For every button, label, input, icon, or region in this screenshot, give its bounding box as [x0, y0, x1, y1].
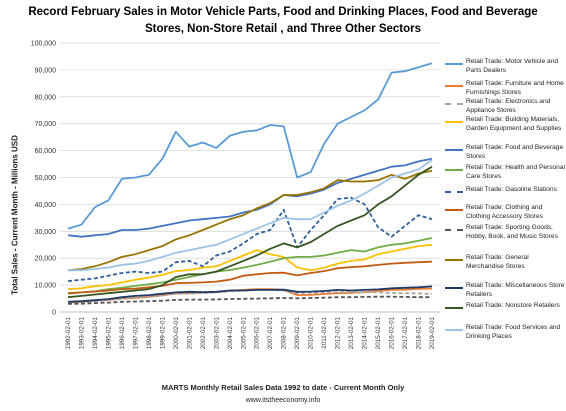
series-line — [67, 295, 432, 305]
x-tick-label: 1993-02-01 — [78, 317, 85, 350]
chart-title-line-1: Record February Sales in Motor Vehicle P… — [28, 6, 538, 18]
series-line — [67, 243, 433, 290]
series-lines — [67, 62, 433, 305]
x-tick-label: 2018-02-01 — [416, 317, 423, 350]
series-line — [68, 159, 433, 272]
y-tick-label: 90,000 — [35, 67, 57, 74]
legend-swatch — [445, 287, 463, 289]
legend-label: Retail Trade: Nonstore Retailers — [466, 302, 560, 309]
legend-swatch — [445, 191, 463, 193]
legend-swatch — [445, 63, 463, 65]
legend-label: Retail Trade: General Merchandise Stores — [466, 254, 529, 270]
legend-label: Retail Trade: Miscellaneous Store Retail… — [466, 282, 565, 298]
legend-swatch — [445, 149, 463, 151]
series-line — [67, 62, 433, 230]
legend-label: Retail Trade: Furniture and Home Furnish… — [466, 80, 564, 96]
series-line — [67, 169, 433, 272]
legend-label: Retail Trade: Building Materials, Garden… — [466, 116, 562, 132]
legend-label: Retail Trade: Motor Vehicle and Parts De… — [466, 58, 558, 74]
chart-title-line-2: Stores, Non-Store Retail , and Three Oth… — [144, 23, 422, 35]
y-axis-tick-labels: 0 10,000 20,000 30,000 40,000 50,000 60,000 70,… — [31, 41, 56, 317]
y-tick-label: 10,000 — [35, 283, 57, 290]
legend-swatch — [445, 329, 463, 331]
legend-label: Retail Trade: Food and Beverage Stores — [466, 144, 564, 160]
x-tick-label: 2008-02-01 — [281, 317, 288, 350]
legend-label: Retail Trade: Health and Personal Care S… — [466, 164, 565, 180]
y-tick-label: 0 — [52, 310, 56, 317]
x-tick-label: 1997-02-01 — [132, 317, 139, 350]
x-tick-label: 2004-02-01 — [227, 317, 234, 350]
footer-source-note: MARTS Monthly Retail Sales Data 1992 to … — [161, 383, 405, 392]
y-tick-label: 60,000 — [35, 148, 57, 155]
x-axis-tick-labels: 1992-02-01 1993-02-01 1994-02-01 1995-02-01… — [65, 317, 436, 350]
x-tick-label: 2007-02-01 — [267, 317, 274, 350]
x-tick-label: 2012-02-01 — [335, 317, 342, 350]
x-tick-label: 2013-02-01 — [348, 317, 355, 350]
footer-website: www.itstheeconomy.info — [245, 397, 321, 404]
series-line — [67, 196, 433, 282]
x-tick-label: 2009-02-01 — [294, 317, 301, 350]
x-tick-label: 2001-02-01 — [186, 317, 193, 350]
x-tick-label: 2010-02-01 — [308, 317, 315, 350]
series-line — [67, 285, 433, 303]
x-tick-label: 2016-02-01 — [389, 317, 396, 350]
x-tick-label: 1992-02-01 — [65, 317, 72, 350]
legend-swatch — [445, 229, 463, 231]
series-line — [67, 260, 433, 295]
x-tick-label: 1995-02-01 — [105, 317, 112, 350]
x-tick-label: 1994-02-01 — [92, 317, 99, 350]
x-tick-label: 2000-02-01 — [173, 317, 180, 350]
legend-label: Retail Trade: Gasoline Stations — [466, 186, 557, 193]
legend-swatch — [445, 85, 463, 87]
x-tick-label: 2019-02-01 — [429, 317, 436, 350]
legend-label: Retail Trade: Electronics and Appliance … — [466, 98, 551, 114]
series-line — [67, 237, 433, 295]
y-tick-label: 100,000 — [31, 41, 56, 48]
y-axis-label: Total Sales - Current Month - Millions U… — [10, 135, 20, 295]
legend-swatch — [445, 259, 463, 261]
legend-swatch — [445, 103, 463, 105]
y-tick-label: 40,000 — [35, 202, 57, 209]
x-tick-label: 2002-02-01 — [200, 317, 207, 350]
legend-swatch — [445, 307, 463, 309]
chart-title: Record February Sales in Motor Vehicle P… — [0, 4, 566, 38]
gridlines — [60, 42, 440, 313]
x-tick-label: 2006-02-01 — [254, 317, 261, 350]
x-tick-label: 1999-02-01 — [159, 317, 166, 350]
series-line — [67, 165, 433, 299]
y-tick-label: 20,000 — [35, 256, 57, 263]
legend-label: Retail Trade: Clothing and Clothing Acce… — [466, 204, 543, 220]
x-tick-label: 2005-02-01 — [240, 317, 247, 350]
x-tick-label: 1996-02-01 — [119, 317, 126, 350]
y-tick-label: 80,000 — [35, 94, 57, 101]
x-tick-label: 1998-02-01 — [146, 317, 153, 350]
x-tick-label: 2003-02-01 — [213, 317, 220, 350]
x-tick-label: 2014-02-01 — [362, 317, 369, 350]
x-tick-label: 2011-02-01 — [321, 317, 328, 349]
legend-swatch — [445, 209, 463, 211]
legend-label: Retail Trade: Sporting Goods, Hobby, Boo… — [466, 224, 558, 240]
legend-swatch — [445, 121, 463, 123]
y-tick-label: 70,000 — [35, 121, 57, 128]
y-tick-label: 30,000 — [35, 229, 57, 236]
legend-label: Retail Trade: Food Services and Drinking… — [466, 324, 561, 340]
x-tick-label: 2015-02-01 — [375, 317, 382, 350]
y-tick-label: 50,000 — [35, 175, 57, 182]
legend-swatch — [445, 169, 463, 171]
x-tick-label: 2017-02-01 — [402, 317, 409, 350]
